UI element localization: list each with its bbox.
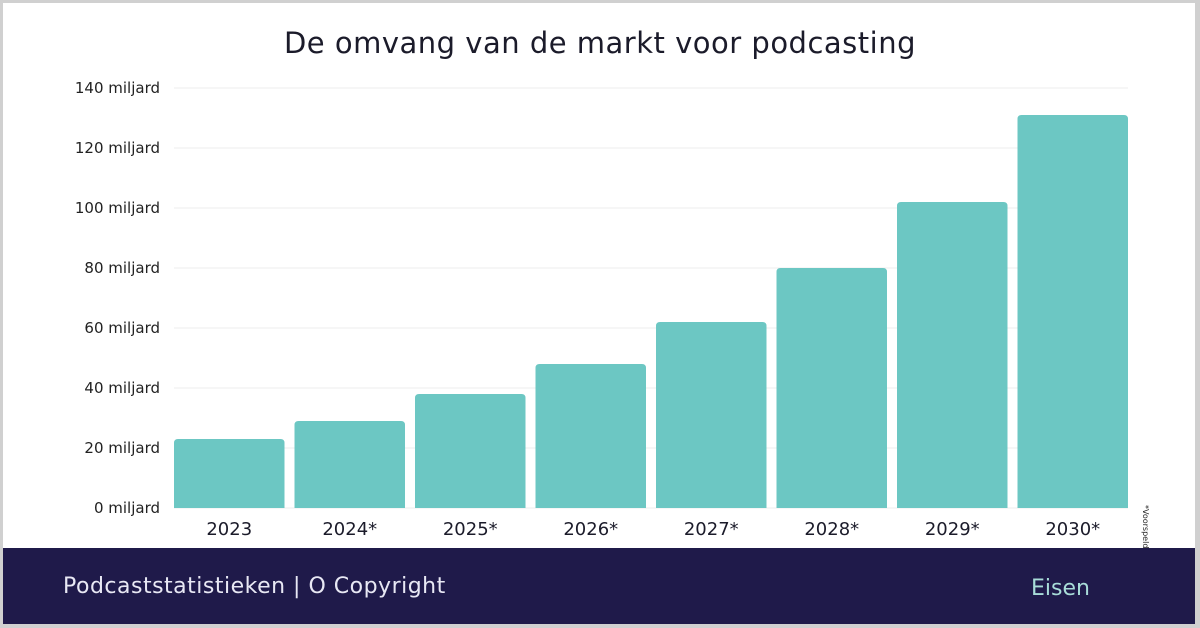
y-tick-label: 120 miljard: [75, 139, 160, 157]
y-tick-label: 60 miljard: [84, 319, 160, 337]
x-tick-label: 2026*: [563, 519, 618, 540]
x-tick-label: 2023: [206, 519, 252, 540]
chart-title: De omvang van de markt voor podcasting: [283, 26, 917, 60]
y-tick-label: 140 miljard: [75, 79, 160, 97]
bar: [535, 364, 646, 508]
y-tick-label: 20 miljard: [84, 439, 160, 457]
footer-bar: Podcaststatistieken | O Copyright Eisen: [3, 548, 1195, 624]
footer-link[interactable]: Eisen: [1031, 576, 1090, 601]
bar: [776, 268, 887, 508]
x-tick-label: 2029*: [925, 519, 980, 540]
bar: [415, 394, 526, 508]
y-tick-label: 80 miljard: [84, 259, 160, 277]
bar: [897, 202, 1008, 508]
x-tick-label: 2027*: [684, 519, 739, 540]
x-tick-label: 2025*: [443, 519, 498, 540]
bar: [174, 439, 285, 508]
bar: [294, 421, 405, 508]
y-tick-label: 40 miljard: [84, 379, 160, 397]
bar: [1017, 115, 1128, 508]
y-tick-label: 100 miljard: [75, 199, 160, 217]
footer-copyright: Podcaststatistieken | O Copyright: [63, 574, 446, 599]
forecast-note: *Voorspeld: [1141, 505, 1150, 549]
bar-chart: 0 miljard 20 miljard 40 miljard 60 miljard 8…: [75, 79, 1128, 540]
bar: [656, 322, 767, 508]
x-tick-label: 2030*: [1045, 519, 1100, 540]
y-tick-label: 0 miljard: [94, 499, 160, 517]
x-tick-label: 2028*: [804, 519, 859, 540]
x-tick-label: 2024*: [322, 519, 377, 540]
